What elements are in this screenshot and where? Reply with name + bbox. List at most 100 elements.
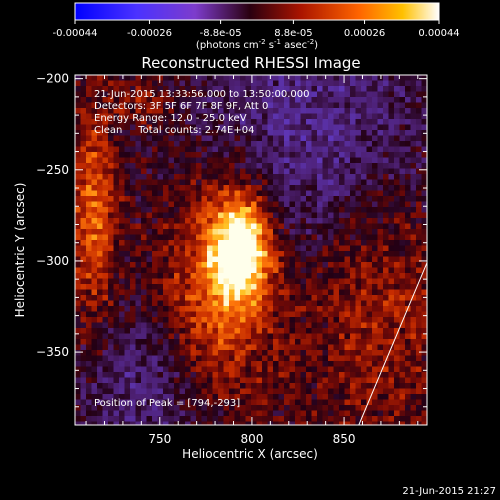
heatmap-cell	[251, 317, 257, 323]
heatmap-cell	[306, 399, 312, 406]
heatmap-cell	[383, 394, 389, 400]
heatmap-cell	[212, 130, 219, 136]
heatmap-cell	[289, 251, 296, 257]
heatmap-cell	[97, 295, 103, 301]
heatmap-cell	[405, 91, 411, 98]
heatmap-cell	[372, 75, 378, 81]
heatmap-cell	[157, 267, 164, 274]
heatmap-cell	[86, 196, 92, 202]
heatmap-cell	[190, 416, 197, 422]
heatmap-cell	[218, 108, 224, 114]
heatmap-cell	[366, 97, 373, 103]
heatmap-cell	[284, 339, 290, 345]
heatmap-cell	[421, 75, 427, 81]
heatmap-cell	[278, 328, 285, 334]
heatmap-cell	[207, 75, 213, 81]
heatmap-cell	[130, 119, 136, 125]
heatmap-cell	[201, 311, 208, 318]
heatmap-cell	[113, 421, 120, 425]
heatmap-cell	[229, 130, 235, 136]
heatmap-cell	[174, 119, 180, 125]
heatmap-cell	[317, 80, 323, 87]
heatmap-cell	[289, 333, 296, 340]
heatmap-cell	[91, 130, 98, 136]
heatmap-cell	[405, 240, 411, 246]
heatmap-cell	[421, 262, 427, 268]
heatmap-cell	[394, 234, 400, 241]
heatmap-cell	[399, 185, 406, 191]
heatmap-cell	[262, 377, 268, 384]
heatmap-cell	[267, 317, 274, 323]
heatmap-cell	[80, 196, 87, 202]
heatmap-cell	[240, 278, 246, 285]
heatmap-cell	[124, 207, 131, 213]
heatmap-cell	[311, 201, 318, 208]
heatmap-cell	[75, 146, 81, 153]
heatmap-cell	[333, 80, 340, 87]
heatmap-cell	[245, 394, 252, 400]
heatmap-cell	[289, 383, 296, 389]
heatmap-cell	[102, 80, 109, 87]
heatmap-cell	[141, 135, 147, 142]
heatmap-cell	[416, 333, 422, 340]
heatmap-cell	[328, 185, 334, 191]
heatmap-cell	[75, 152, 81, 158]
heatmap-cell	[300, 295, 307, 301]
heatmap-cell	[295, 284, 301, 290]
heatmap-cell	[289, 421, 296, 425]
heatmap-cell	[361, 108, 367, 114]
heatmap-cell	[306, 256, 312, 263]
heatmap-cell	[135, 152, 142, 158]
heatmap-cell	[377, 339, 384, 345]
heatmap-cell	[366, 410, 373, 417]
heatmap-cell	[80, 141, 87, 147]
heatmap-cell	[322, 295, 329, 301]
heatmap-cell	[328, 256, 334, 263]
heatmap-cell	[372, 146, 378, 153]
heatmap-cell	[168, 300, 175, 307]
heatmap-cell	[223, 212, 230, 219]
heatmap-cell	[163, 174, 169, 180]
heatmap-cell	[207, 333, 213, 340]
heatmap-cell	[421, 80, 427, 87]
heatmap-cell	[278, 361, 285, 367]
heatmap-cell	[256, 223, 263, 230]
heatmap-cell	[377, 152, 384, 158]
heatmap-cell	[410, 86, 417, 92]
heatmap-cell	[141, 190, 147, 197]
heatmap-cell	[366, 416, 373, 422]
heatmap-cell	[339, 355, 345, 362]
heatmap-cell	[295, 240, 301, 246]
heatmap-cell	[311, 251, 318, 257]
heatmap-cell	[328, 311, 334, 318]
heatmap-cell	[223, 262, 230, 268]
heatmap-cell	[361, 289, 367, 296]
heatmap-cell	[383, 245, 389, 252]
heatmap-cell	[234, 80, 241, 87]
heatmap-cell	[399, 410, 406, 417]
heatmap-cell	[322, 306, 329, 312]
heatmap-cell	[328, 328, 334, 334]
heatmap-cell	[388, 97, 395, 103]
heatmap-cell	[306, 245, 312, 252]
heatmap-cell	[163, 410, 169, 417]
heatmap-cell	[196, 245, 202, 252]
heatmap-cell	[366, 317, 373, 323]
x-tick-label: 750	[148, 432, 171, 446]
heatmap-cell	[179, 190, 186, 197]
heatmap-cell	[91, 102, 98, 109]
heatmap-cell	[201, 278, 208, 285]
heatmap-cell	[278, 119, 285, 125]
heatmap-cell	[339, 311, 345, 318]
heatmap-cell	[102, 201, 109, 208]
heatmap-cell	[278, 399, 285, 406]
heatmap-cell	[278, 366, 285, 373]
heatmap-cell	[174, 377, 180, 384]
heatmap-cell	[163, 306, 169, 312]
heatmap-cell	[300, 284, 307, 290]
heatmap-cell	[317, 146, 323, 153]
heatmap-cell	[383, 416, 389, 422]
heatmap-cell	[339, 201, 345, 208]
heatmap-cell	[322, 399, 329, 406]
heatmap-cell	[306, 317, 312, 323]
